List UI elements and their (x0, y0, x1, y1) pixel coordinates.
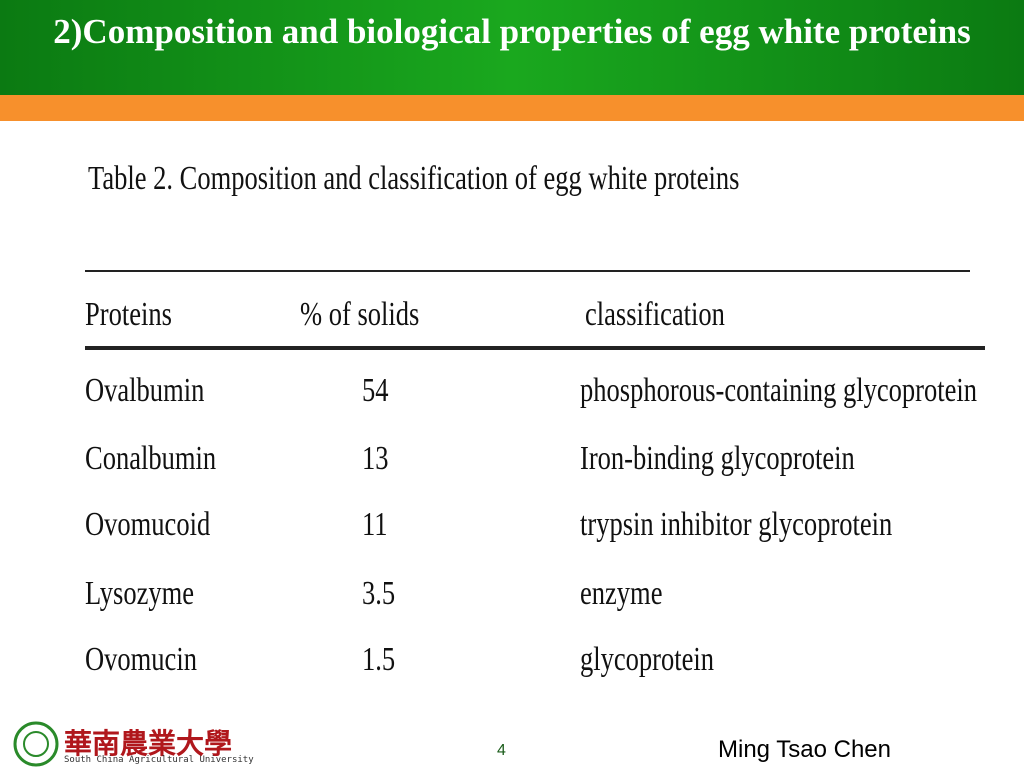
table-cell: 1.5 (362, 641, 396, 678)
table-cell: 11 (362, 506, 388, 543)
accent-band (0, 95, 1024, 121)
table-rule (85, 346, 985, 350)
logo-emblem (13, 721, 59, 767)
table-cell: Iron-binding glycoprotein (580, 440, 855, 477)
table-cell: phosphorous-containing glycoprotein (580, 372, 978, 409)
table-rule (85, 270, 970, 272)
table-cell: Conalbumin (85, 440, 217, 477)
table-cell: glycoprotein (580, 641, 715, 678)
column-header: classification (585, 296, 725, 333)
column-header: Proteins (85, 296, 172, 333)
header-bar: 2)Composition and biological properties … (0, 0, 1024, 95)
table-cell: 54 (362, 372, 389, 409)
logo-name: 華南農業大學 (64, 729, 233, 760)
column-header: % of solids (300, 296, 420, 333)
table-cell: enzyme (580, 575, 663, 612)
table-cell: 13 (362, 440, 389, 477)
table-cell: Ovalbumin (85, 372, 205, 409)
table-cell: Ovomucoid (85, 506, 211, 543)
table-cell: trypsin inhibitor glycoprotein (580, 506, 893, 543)
table-title: Table 2. Composition and classification … (88, 160, 740, 197)
page-number: 4 (497, 742, 506, 759)
table-cell: Lysozyme (85, 575, 195, 612)
author: Ming Tsao Chen (718, 736, 891, 763)
table-cell: Ovomucin (85, 641, 197, 678)
slide-title: 2)Composition and biological properties … (53, 12, 971, 51)
table-cell: 3.5 (362, 575, 396, 612)
logo-subtitle: South China Agricultural University (64, 755, 254, 765)
